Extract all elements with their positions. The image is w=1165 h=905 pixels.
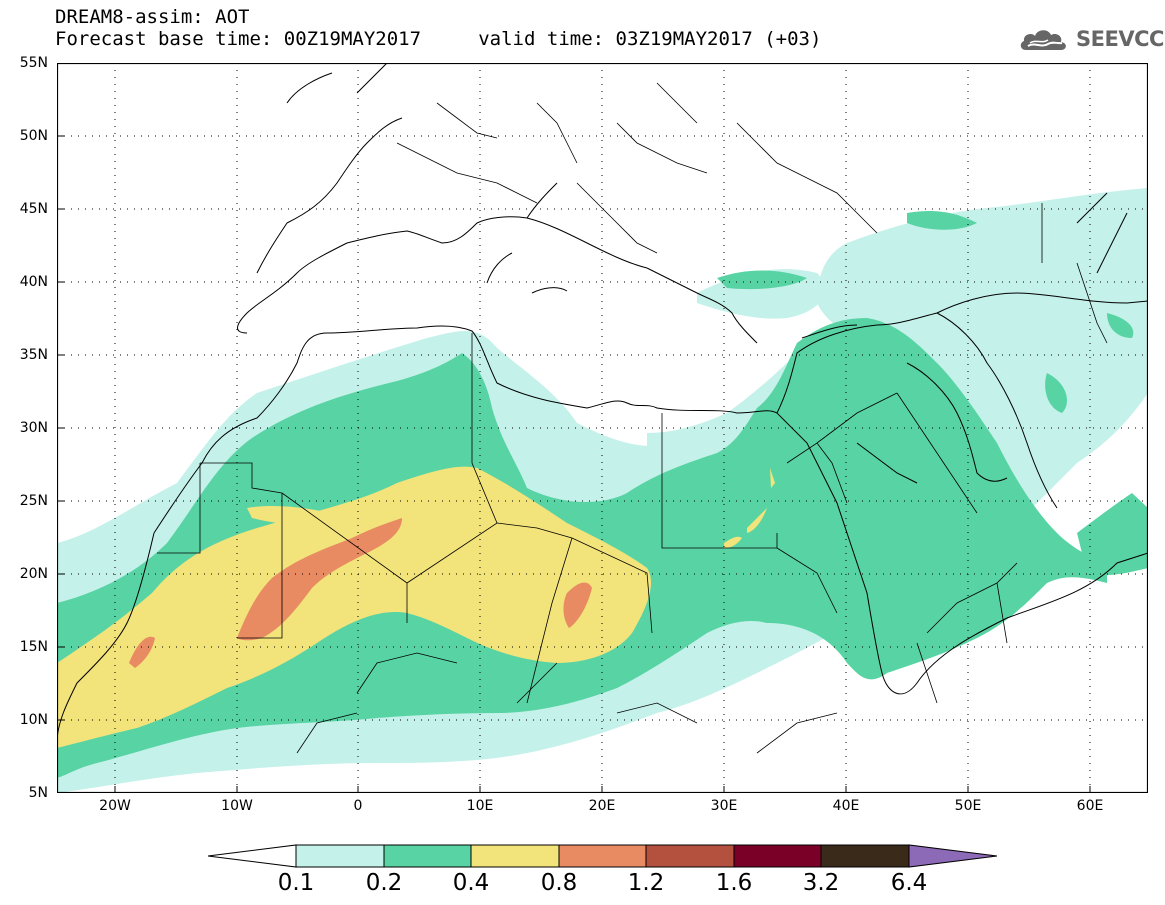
colorbar-segment <box>383 844 472 868</box>
lon-label: 60E <box>1076 798 1104 814</box>
cloud-logo-icon <box>1020 30 1066 50</box>
lat-label: 10N <box>19 712 48 728</box>
lon-label: 10W <box>221 798 253 814</box>
lat-label: 15N <box>19 639 48 655</box>
colorbar-label: 1.2 <box>627 870 665 896</box>
colorbar-segment <box>470 844 560 868</box>
country-borders <box>157 82 1108 754</box>
lat-label: 25N <box>19 493 48 509</box>
lon-label: 10E <box>466 798 494 814</box>
seevccc-logo: SEEVCCC <box>1018 24 1165 54</box>
colorbar-label: 0.2 <box>365 870 403 896</box>
colorbar-label: 6.4 <box>890 870 928 896</box>
lat-label: 45N <box>19 201 48 217</box>
lon-label: 0 <box>353 798 363 814</box>
aot-band-0.4 <box>57 466 775 748</box>
colorbar-label: 1.6 <box>715 870 753 896</box>
colorbar-segment <box>733 844 822 868</box>
chart-title: DREAM8-assim: AOT <box>55 6 250 28</box>
lon-label: 20E <box>588 798 616 814</box>
colorbar-label: 0.1 <box>277 870 315 896</box>
lat-label: 5N <box>28 785 48 801</box>
colorbar-low-arrow <box>207 844 297 868</box>
colorbar-label: 3.2 <box>802 870 840 896</box>
lat-label: 50N <box>19 128 48 144</box>
lat-label: 40N <box>19 274 48 290</box>
colorbar-label: 0.8 <box>540 870 578 896</box>
colorbar-label: 0.4 <box>452 870 490 896</box>
lat-label: 20N <box>19 566 48 582</box>
lon-label: 40E <box>832 798 860 814</box>
colorbar-segment <box>295 844 385 868</box>
lon-label: 30E <box>710 798 738 814</box>
axis-ticks <box>57 135 1091 793</box>
forecast-time-line: Forecast base time: 00Z19MAY2017 valid t… <box>55 28 822 50</box>
colorbar-segment <box>645 844 735 868</box>
colorbar-segment <box>820 844 910 868</box>
aot-band-0.8 <box>129 518 592 668</box>
grid-lines <box>57 63 1148 793</box>
lat-label: 30N <box>19 420 48 436</box>
aot-map <box>57 63 1148 793</box>
lat-label: 35N <box>19 347 48 363</box>
colorbar-high-arrow <box>908 844 998 868</box>
lon-label: 20W <box>99 798 131 814</box>
colorbar-segment <box>558 844 647 868</box>
logo-text: SEEVCCC <box>1076 27 1165 51</box>
lon-label: 50E <box>954 798 982 814</box>
coastlines <box>57 63 1148 744</box>
lat-label: 55N <box>19 55 48 71</box>
